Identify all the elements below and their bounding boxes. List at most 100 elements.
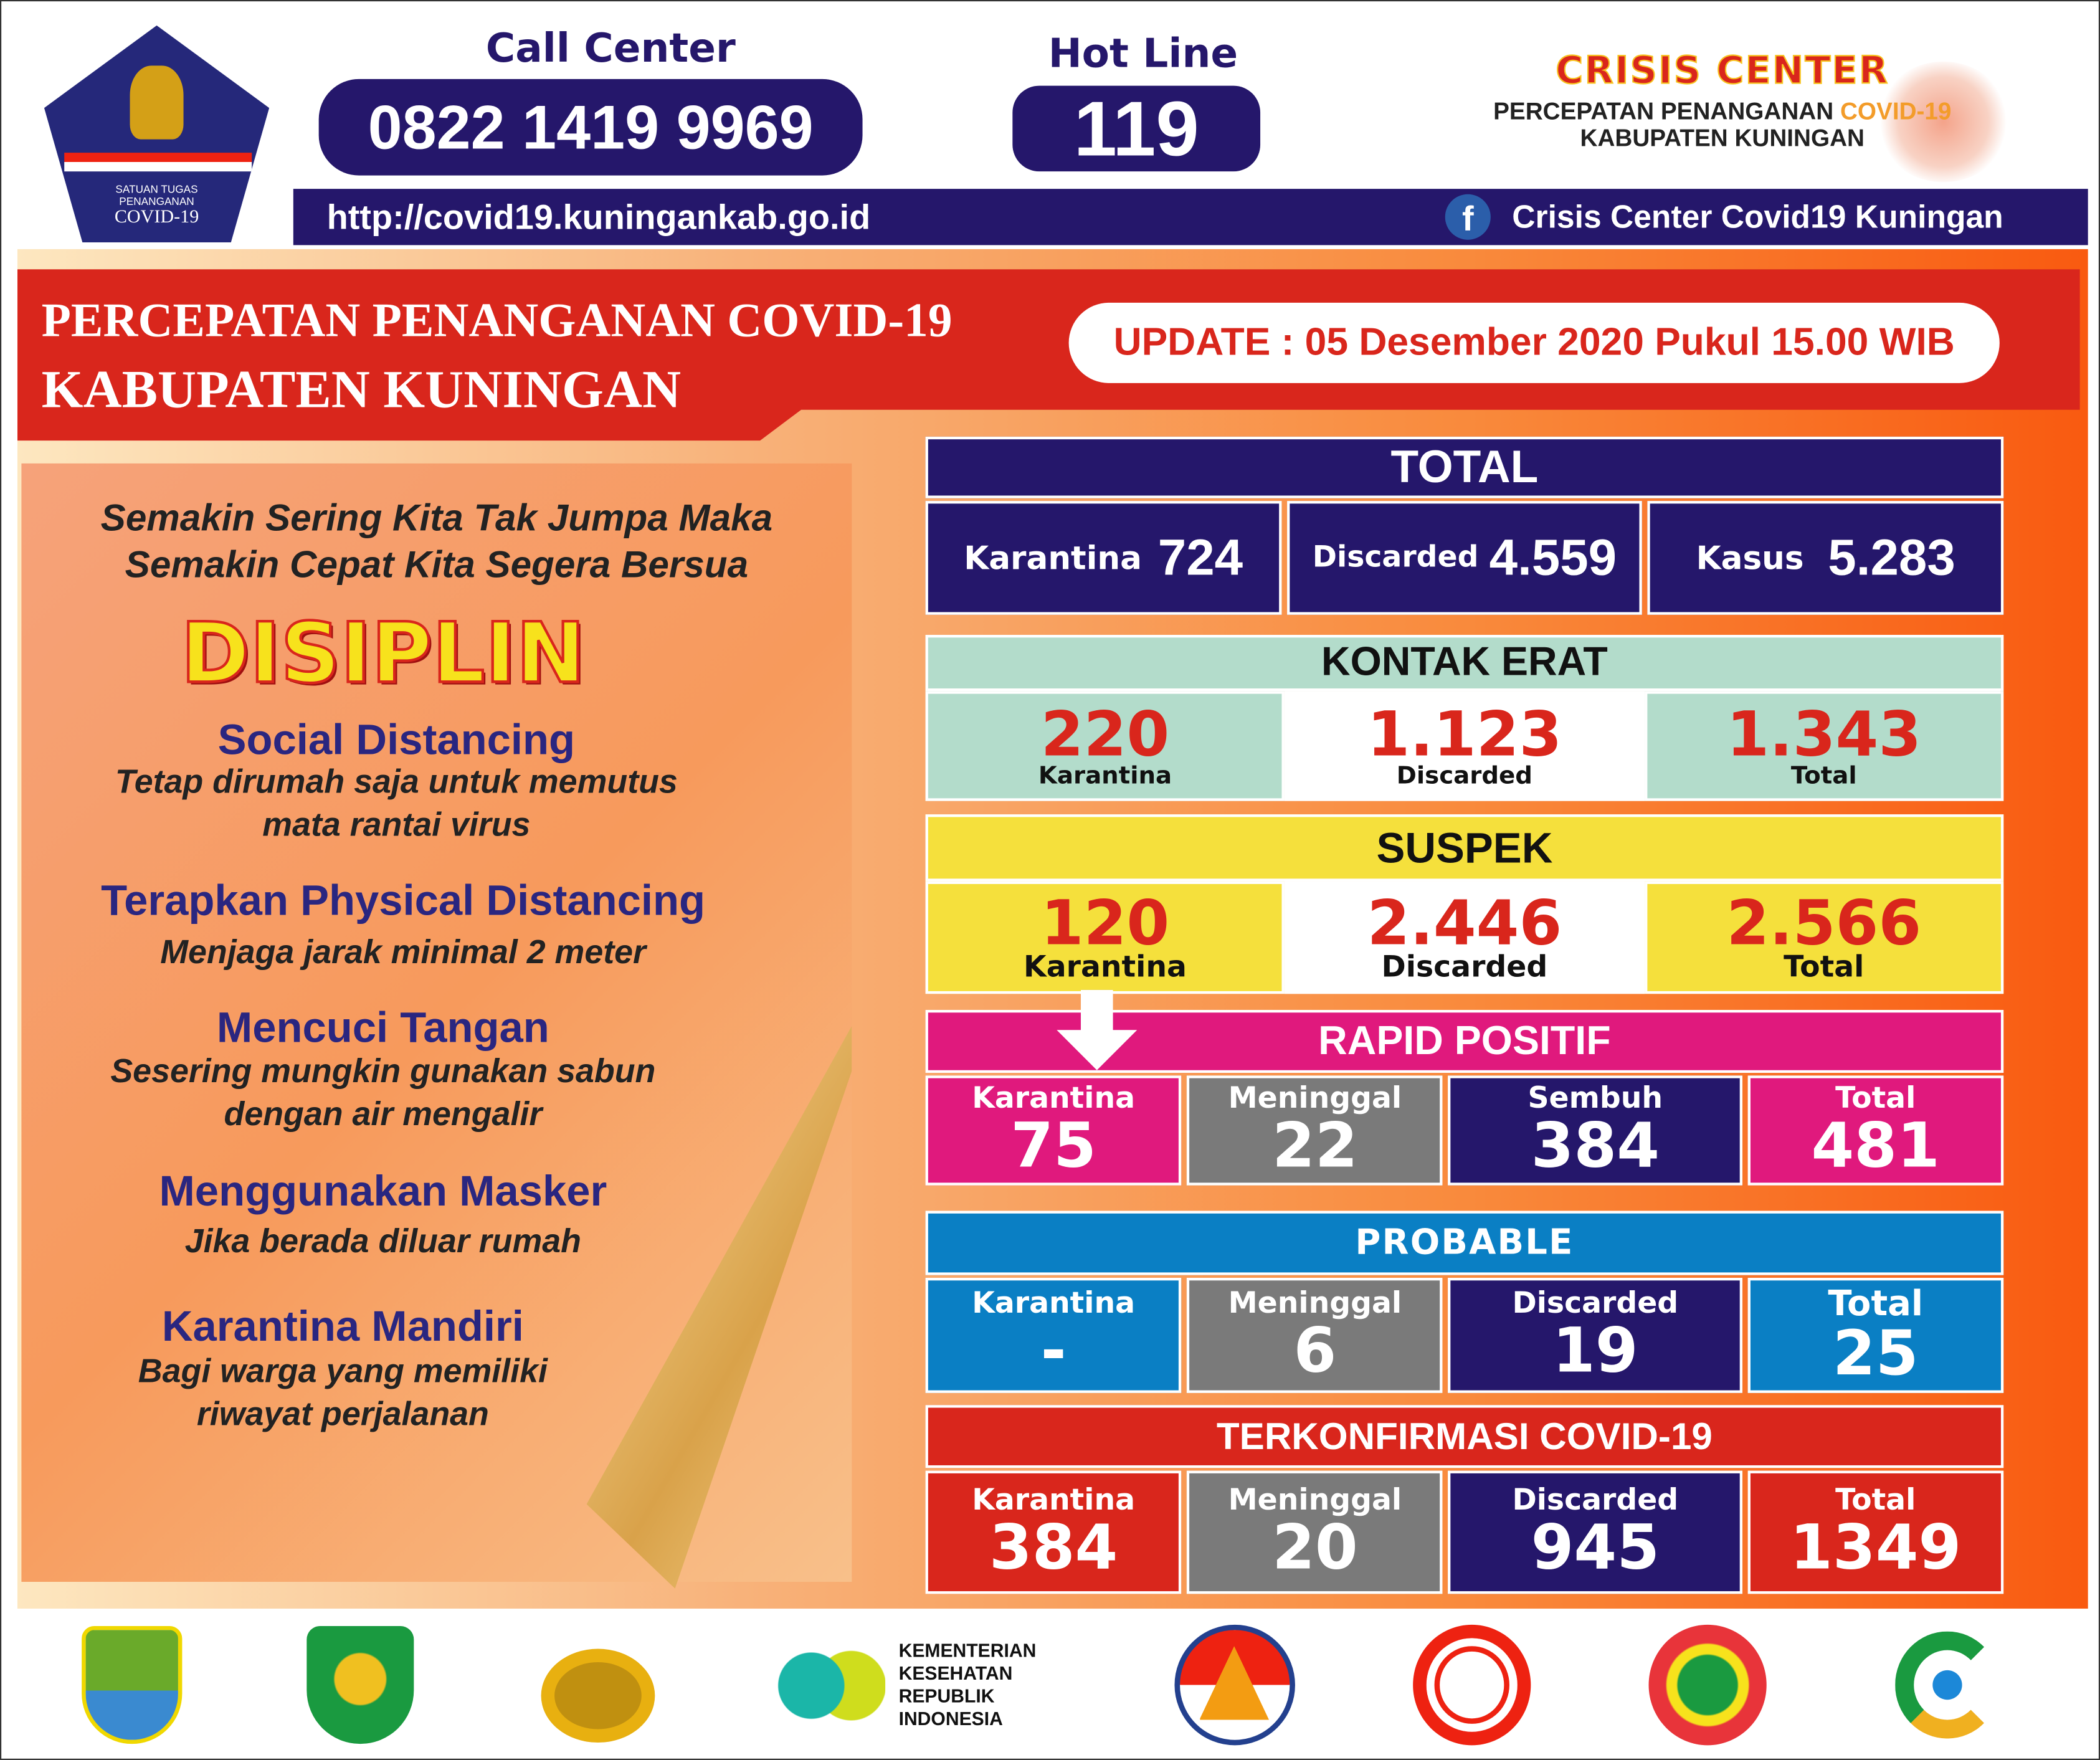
cell-label: Karantina [972,1484,1136,1518]
cell-label: Meninggal [1228,1082,1402,1116]
covid19-logo [1887,1625,2007,1745]
cell-label: Sembuh [1527,1082,1663,1116]
protocol-desc: Menjaga jarak minimal 2 meter [160,933,646,971]
hotline-number[interactable]: 119 [1012,85,1261,172]
suspek-discarded: 2.446 Discarded [1285,881,1645,994]
cell-value: 2.446 [1367,887,1562,959]
cell-label: Total [1828,1284,1924,1325]
cell-label: Discarded [1512,1484,1679,1518]
protocol-title: Mencuci Tangan [216,1003,549,1052]
protocol-title: Terapkan Physical Distancing [101,876,706,925]
police-logo [530,1625,664,1745]
cell-value: 384 [1531,1109,1660,1182]
total-header: TOTAL [925,436,2004,498]
terkonfirmasi-discarded: Discarded 945 [1448,1470,1742,1594]
protocol-title: Menggunakan Masker [159,1166,607,1215]
cell-value: 25 [1832,1316,1919,1389]
cell-label: Karantina [972,1287,1136,1321]
cell-value: 724 [1157,530,1243,586]
cell-label: Meninggal [1228,1287,1402,1321]
cell-value: 1349 [1790,1511,1962,1584]
slogan-2: Semakin Cepat Kita Segera Bersua [125,543,749,586]
call-center-number[interactable]: 0822 1419 9969 [318,78,863,176]
banner-title-1: PERCEPATAN PENANGANAN COVID-19 [41,293,953,347]
protocol-title: Social Distancing [217,715,576,764]
terkonfirmasi-karantina: Karantina 384 [925,1470,1182,1594]
kontak-erat-discarded: 1.123 Discarded [1285,691,1645,801]
logo-text: SATUAN TUGAS [115,183,198,196]
crisis-center-title: CRISIS CENTER [1555,47,1889,93]
probable-total: Total 25 [1747,1278,2004,1393]
rapid-total: Total 481 [1747,1075,2004,1186]
slogan-1: Semakin Sering Kita Tak Jumpa Maka [100,497,773,539]
call-center-label: Call Center [485,25,736,73]
cell-label: Discarded [1512,1287,1679,1321]
total-discarded: Discarded 4.559 [1286,501,1643,615]
facebook-icon[interactable]: f [1445,194,1491,240]
website-link[interactable]: http://covid19.kuningankab.go.id [326,197,871,237]
bnpb-logo [1171,1624,1298,1746]
logo-text: COVID-19 [114,207,199,228]
cell-label: Discarded [1396,762,1532,791]
protocol-desc: riwayat perjalanan [196,1396,489,1434]
hotline-label: Hot Line [1048,31,1238,78]
cell-label: Total [1790,762,1857,791]
cell-value: 945 [1531,1511,1660,1584]
facebook-page[interactable]: Crisis Center Covid19 Kuningan [1512,199,2003,236]
update-timestamp: UPDATE : 05 Desember 2020 Pukul 15.00 WI… [1068,302,2000,383]
cell-label: Karantina [964,539,1142,577]
total-karantina: Karantina 724 [925,501,1281,615]
probable-meninggal: Meninggal 6 [1187,1278,1443,1393]
cell-label: Discarded [1312,540,1479,574]
logo-text: PENANGANAN [119,195,194,208]
cell-value: 220 [1040,698,1170,771]
cell-label: Total [1784,951,1865,985]
probable-discarded: Discarded 19 [1448,1278,1742,1393]
terkonfirmasi-total: Total 1349 [1747,1470,2004,1594]
protocol-panel: Semakin Sering Kita Tak Jumpa Maka Semak… [21,463,852,1589]
ppni-logo [1643,1624,1770,1746]
cell-label: Meninggal [1228,1484,1402,1518]
cell-value: 22 [1272,1109,1358,1182]
cell-label: Karantina [972,1082,1136,1116]
contact-bar: http://covid19.kuningankab.go.id f Crisi… [293,189,2088,245]
protocol-desc: Jika berada diluar rumah [184,1222,581,1261]
cell-label: Discarded [1381,951,1548,985]
flag-ribbon [64,153,252,172]
cell-value: - [1040,1314,1067,1387]
kontak-erat-total: 1.343 Total [1644,691,2004,801]
probable-karantina: Karantina - [925,1278,1182,1393]
probable-header: PROBABLE [925,1211,2004,1275]
cell-value: 2.566 [1726,887,1922,959]
suspek-karantina: 120 Karantina [925,881,1285,994]
cell-value: 6 [1293,1314,1337,1387]
protocol-desc: dengan air mengalir [224,1095,543,1133]
cell-value: 4.559 [1489,530,1617,586]
cell-value: 75 [1010,1109,1096,1182]
kemenkes-logo: KEMENTERIAN KESEHATAN REPUBLIK INDONESIA [771,1625,1059,1745]
cell-value: 1.343 [1726,698,1922,771]
kemenkes-text: KEMENTERIAN [898,1639,1037,1661]
disiplin-heading: DISIPLIN [179,602,587,703]
cell-label: Karantina [1038,762,1172,791]
cell-label: Total [1835,1082,1916,1116]
terkonfirmasi-meninggal: Meninggal 20 [1187,1470,1443,1594]
cell-label: Kasus [1696,539,1804,577]
rapid-karantina: Karantina 75 [925,1075,1182,1186]
cell-value: 20 [1272,1511,1358,1584]
crisis-subtitle-2: KABUPATEN KUNINGAN [1580,124,1865,151]
kemenkes-icon [771,1628,886,1742]
protocol-desc: Bagi warga yang memiliki [138,1353,548,1391]
cell-label: Total [1835,1484,1916,1518]
kemenkes-text: KESEHATAN [898,1662,1013,1684]
cell-value: 481 [1811,1109,1940,1182]
crisis-subtitle-accent: COVID-19 [1840,97,1952,125]
suspek-total: 2.566 Total [1644,881,2004,994]
rapid-meninggal: Meninggal 22 [1187,1075,1443,1186]
kemenkes-text: INDONESIA [898,1708,1003,1729]
banner-title-2: KABUPATEN KUNINGAN [41,359,682,419]
terkonfirmasi-header: TERKONFIRMASI COVID-19 [925,1405,2004,1468]
garuda-icon [130,65,184,140]
virus-icon [1876,61,2010,183]
